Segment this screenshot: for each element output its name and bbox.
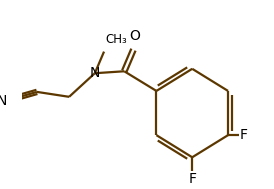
Text: CH₃: CH₃ xyxy=(106,33,128,46)
Text: N: N xyxy=(0,94,7,108)
Text: F: F xyxy=(188,172,196,186)
Text: O: O xyxy=(129,29,140,43)
Text: F: F xyxy=(240,128,248,142)
Text: N: N xyxy=(90,66,100,80)
